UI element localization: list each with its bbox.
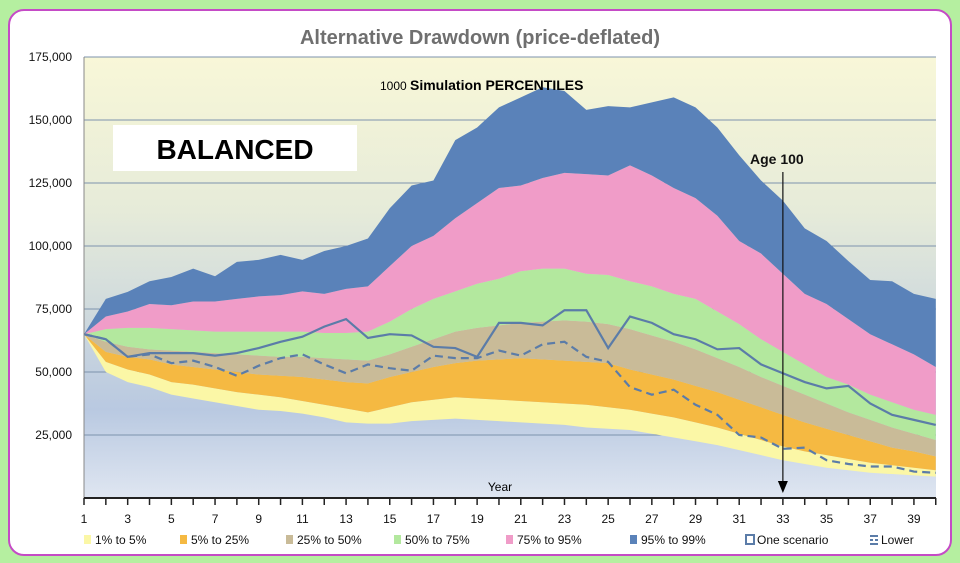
- strategy-badge: [113, 125, 357, 171]
- legend-swatch: [870, 535, 878, 545]
- x-tick-label: 21: [514, 512, 528, 526]
- x-tick-label: 27: [645, 512, 659, 526]
- band-75-to-95-: [84, 165, 936, 415]
- legend-item: 50% to 75%: [394, 533, 470, 547]
- x-tick-label: 11: [296, 512, 309, 526]
- strategy-badge-label: BALANCED: [156, 134, 313, 165]
- x-tick-label: 23: [558, 512, 572, 526]
- x-tick-label: 3: [124, 512, 131, 526]
- x-tick-label: 31: [733, 512, 747, 526]
- legend-swatch: [506, 535, 513, 544]
- legend-label: 5% to 25%: [191, 533, 249, 547]
- x-tick-label: 7: [212, 512, 219, 526]
- legend-item: One scenario: [745, 533, 829, 547]
- legend-swatch: [630, 535, 637, 544]
- legend-item: 25% to 50%: [286, 533, 362, 547]
- legend-label: Lower: [881, 533, 914, 547]
- y-tick-label: 175,000: [29, 50, 73, 64]
- y-tick-label: 50,000: [35, 365, 72, 379]
- band-25-to-50-: [84, 320, 936, 457]
- legend-label: 50% to 75%: [405, 533, 470, 547]
- line-one-scenario: [83, 309, 937, 426]
- x-tick-label: 1: [81, 512, 88, 526]
- x-tick-label: 35: [820, 512, 834, 526]
- legend-item: Lower: [870, 533, 914, 547]
- x-tick-label: 9: [255, 512, 262, 526]
- chart-title: Alternative Drawdown (price-deflated): [300, 27, 660, 49]
- band-5-to-25-: [84, 334, 936, 471]
- x-tick-label: 33: [776, 512, 790, 526]
- x-tick-label: 29: [689, 512, 703, 526]
- x-tick-label: 25: [601, 512, 615, 526]
- legend-label: One scenario: [757, 533, 829, 547]
- x-tick-label: 5: [168, 512, 175, 526]
- legend-label: 75% to 95%: [517, 533, 582, 547]
- legend-item: 75% to 95%: [506, 533, 582, 547]
- x-tick-label: 39: [907, 512, 921, 526]
- x-axis-label: Year: [488, 480, 512, 494]
- x-tick-label: 13: [339, 512, 353, 526]
- legend-label: 95% to 99%: [641, 533, 706, 547]
- y-tick-label: 100,000: [29, 239, 73, 253]
- legend-label: 1% to 5%: [95, 533, 147, 547]
- legend-label: 25% to 50%: [297, 533, 362, 547]
- y-tick-label: 25,000: [35, 428, 72, 442]
- legend-swatch: [745, 534, 755, 545]
- x-tick-label: 19: [470, 512, 484, 526]
- legend-swatch: [394, 535, 401, 544]
- legend-item: 95% to 99%: [630, 533, 706, 547]
- y-tick-label: 150,000: [29, 113, 73, 127]
- legend-item: 5% to 25%: [180, 533, 249, 547]
- x-tick-label: 15: [383, 512, 397, 526]
- age-annotation-label: Age 100: [750, 151, 804, 167]
- age-annotation-arrow-icon: [777, 481, 788, 493]
- chart-subtitle: Simulation PERCENTILES: [410, 77, 583, 93]
- y-tick-label: 75,000: [35, 302, 72, 316]
- legend-swatch: [286, 535, 293, 544]
- y-tick-label: 125,000: [29, 176, 73, 190]
- band-1-to-5-: [84, 334, 936, 477]
- legend-swatch: [180, 535, 187, 544]
- band-50-to-75-: [84, 268, 936, 441]
- band-95-to-99-: [84, 87, 936, 367]
- subtitle-count: 1000: [380, 79, 407, 93]
- legend-swatch: [84, 535, 91, 544]
- x-tick-label: 37: [864, 512, 878, 526]
- x-tick-label: 17: [427, 512, 441, 526]
- legend-item: 1% to 5%: [84, 533, 147, 547]
